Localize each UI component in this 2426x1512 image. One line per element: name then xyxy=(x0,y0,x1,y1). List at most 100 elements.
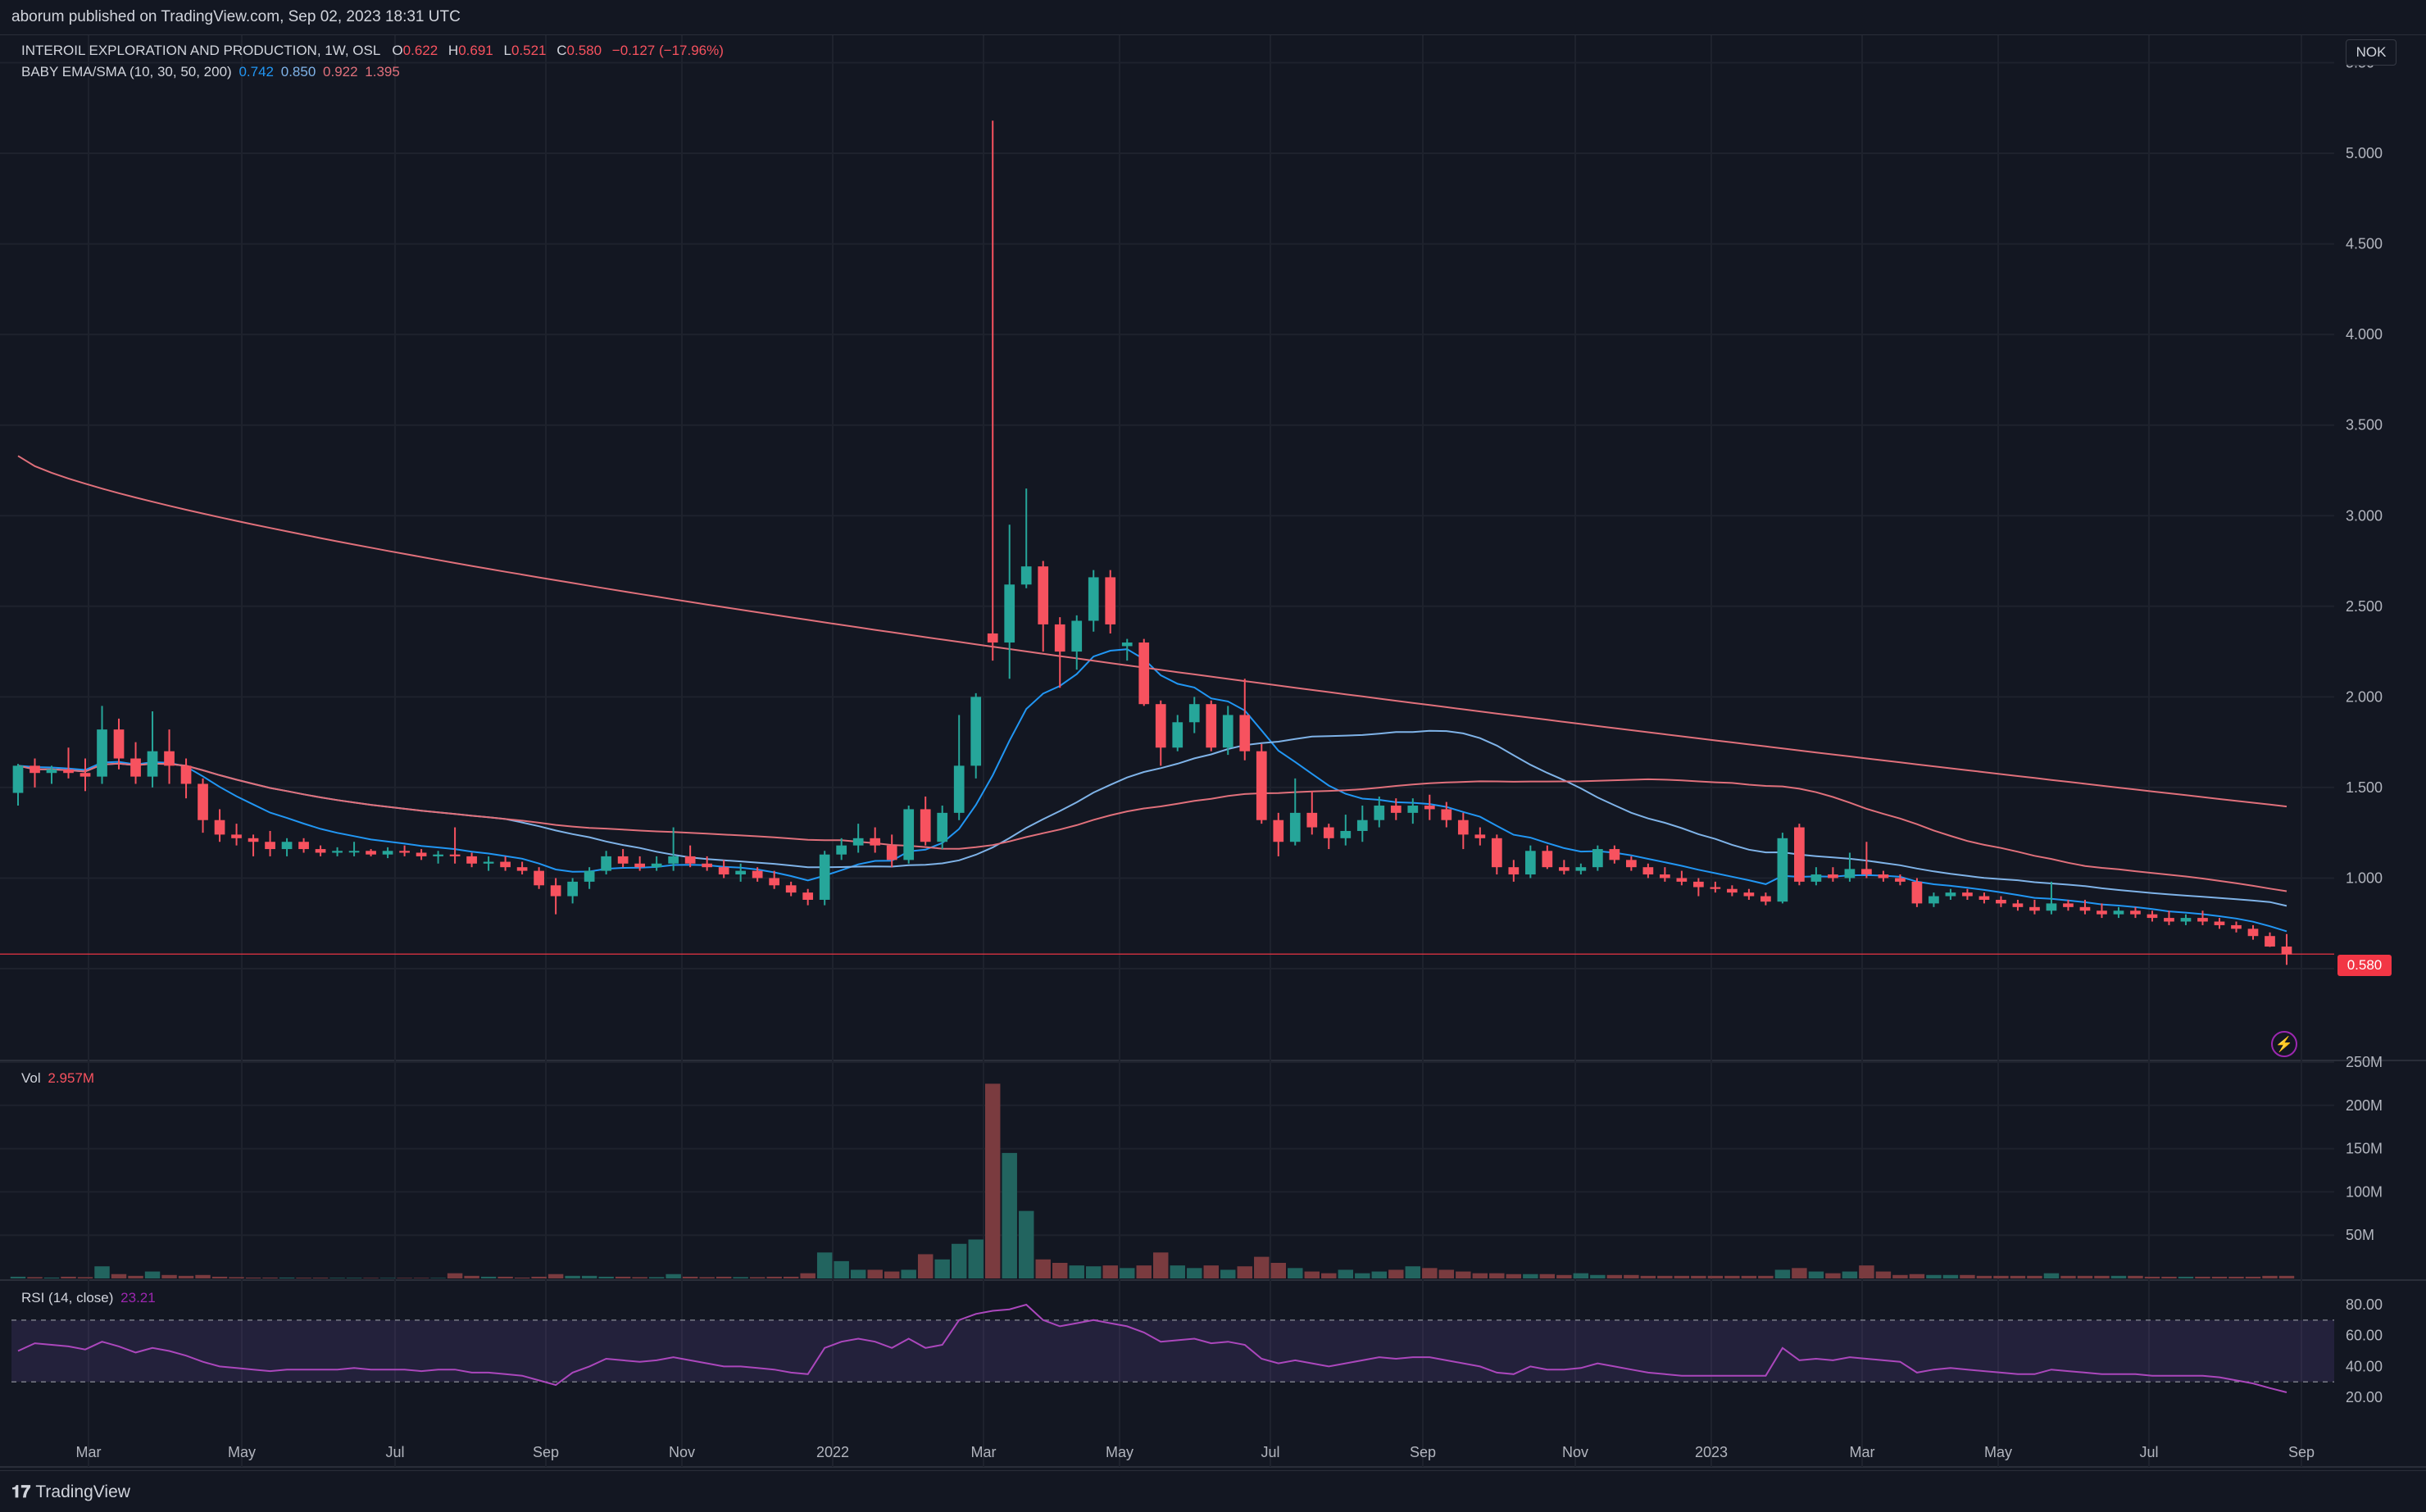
price-tick-label: 2.500 xyxy=(2346,598,2383,615)
candle-body xyxy=(399,851,410,853)
candle-body xyxy=(516,867,528,871)
x-tick-label: Sep xyxy=(533,1444,559,1460)
candle-body xyxy=(1323,827,1334,838)
x-tick-label: Sep xyxy=(1410,1444,1436,1460)
candle-body xyxy=(819,854,830,900)
candle-body xyxy=(1676,878,1688,882)
candle-body xyxy=(1457,820,1469,835)
volume-bar xyxy=(1270,1262,1287,1278)
volume-bar xyxy=(1926,1274,1942,1278)
candle-body xyxy=(315,849,326,853)
volume-bar xyxy=(968,1239,984,1278)
x-tick-label: Sep xyxy=(2288,1444,2315,1460)
volume-bar xyxy=(816,1252,833,1278)
volume-bar xyxy=(464,1275,479,1278)
rsi-series xyxy=(17,1303,2287,1393)
volume-bar xyxy=(1371,1271,1388,1278)
volume-bar xyxy=(1556,1274,1572,1278)
candle-body xyxy=(718,867,729,875)
candle-body xyxy=(63,769,74,774)
volume-bar xyxy=(2228,1276,2244,1278)
x-tick-label: May xyxy=(1984,1444,2012,1460)
volume-bar xyxy=(1002,1152,1017,1278)
candle-body xyxy=(1979,896,1990,900)
volume-tick-label: 50M xyxy=(2346,1227,2374,1243)
low-value: 0.521 xyxy=(511,43,547,58)
candle-body xyxy=(668,856,679,864)
candle-body xyxy=(1239,715,1251,751)
candle-body xyxy=(1810,874,1822,882)
volume-bar xyxy=(195,1274,211,1278)
candle-body xyxy=(1609,849,1620,860)
candle-body xyxy=(870,838,881,846)
candle-body xyxy=(2029,906,2040,911)
candle-body xyxy=(567,881,578,897)
x-tick-label: 2022 xyxy=(816,1444,849,1460)
volume-bar xyxy=(1976,1275,1992,1278)
volume-bar xyxy=(1153,1252,1169,1278)
candle-body xyxy=(684,856,696,864)
volume-bar xyxy=(1909,1274,1925,1278)
volume-bar xyxy=(800,1273,815,1278)
volume-bar xyxy=(61,1276,76,1278)
open-label: O xyxy=(392,43,403,58)
volume-bar xyxy=(447,1273,463,1278)
candle-body xyxy=(433,854,443,856)
candle-body xyxy=(2281,947,2292,955)
candle-body xyxy=(1407,806,1419,813)
volume-bar xyxy=(1506,1274,1522,1278)
candle-body xyxy=(2197,918,2208,922)
volume-bar xyxy=(161,1274,177,1278)
volume-bar xyxy=(531,1276,547,1278)
candle-body xyxy=(1222,715,1233,748)
volume-bar xyxy=(1405,1266,1421,1278)
vol-label: Vol xyxy=(21,1070,41,1086)
candle-body xyxy=(953,765,965,813)
volume-bar xyxy=(1724,1275,1740,1278)
candle-body xyxy=(1777,838,1788,902)
candle-body xyxy=(735,870,747,875)
candle-body xyxy=(2265,936,2275,947)
volume-bar xyxy=(2211,1276,2228,1278)
volume-bar xyxy=(1573,1273,1589,1278)
volume-bar xyxy=(1842,1271,1858,1278)
candle-body xyxy=(802,892,814,900)
volume-bar xyxy=(2178,1276,2194,1278)
currency-badge[interactable]: NOK xyxy=(2346,39,2396,66)
volume-bar xyxy=(682,1276,698,1278)
volume-bar xyxy=(581,1275,597,1278)
volume-bar xyxy=(1691,1275,1706,1278)
candle-body xyxy=(2079,906,2091,911)
candle-body xyxy=(1256,751,1267,820)
volume-bar xyxy=(1590,1274,1606,1278)
rsi-legend: RSI (14, close) 23.21 xyxy=(21,1290,156,1306)
volume-bar xyxy=(1942,1274,1959,1278)
volume-bar xyxy=(934,1259,950,1278)
volume-bar xyxy=(1321,1273,1337,1278)
x-tick-label: Mar xyxy=(971,1444,997,1460)
volume-bar xyxy=(1102,1265,1118,1278)
candle-body xyxy=(1273,820,1284,842)
price-tick-label: 2.000 xyxy=(2346,688,2383,705)
publish-text: aborum published on TradingView.com, Sep… xyxy=(11,8,461,25)
candle-body xyxy=(1424,806,1435,810)
tradingview-logo[interactable]: 𝟏𝟕 TradingView xyxy=(11,1482,130,1502)
volume-bar xyxy=(2010,1275,2026,1278)
volume-bar xyxy=(1774,1269,1791,1278)
candle-body xyxy=(1794,827,1805,882)
volume-bar xyxy=(716,1276,732,1278)
candle-body xyxy=(2180,918,2192,922)
ma-label: BABY EMA/SMA (10, 30, 50, 200) xyxy=(21,64,232,79)
candle-body xyxy=(164,751,175,766)
volume-bar xyxy=(178,1275,194,1278)
candle-body xyxy=(617,856,629,864)
lightning-icon[interactable]: ⚡ xyxy=(2271,1031,2297,1057)
volume-bar xyxy=(128,1275,143,1278)
candle-body xyxy=(1693,881,1704,888)
volume-bar xyxy=(1052,1262,1068,1278)
volume-bar xyxy=(1438,1269,1455,1278)
candle-body xyxy=(1390,806,1402,813)
candle-body xyxy=(601,856,611,871)
volume-bar xyxy=(1288,1268,1303,1278)
